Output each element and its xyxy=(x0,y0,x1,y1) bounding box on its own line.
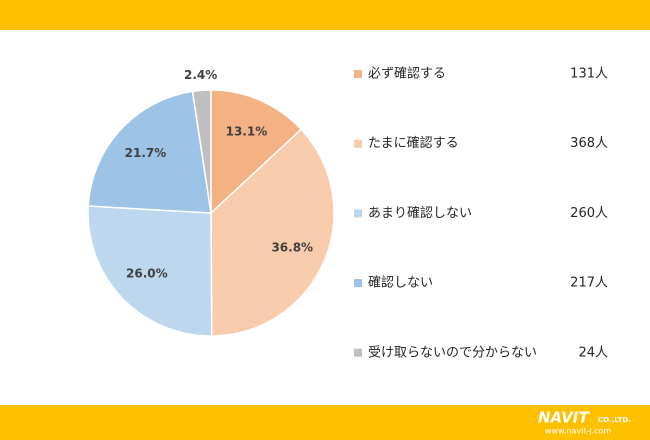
logo-box xyxy=(528,409,646,437)
legend-label: たまに確認する xyxy=(368,135,459,151)
data-label: 21.7% xyxy=(125,146,167,160)
legend-label: 受け取らないので分からない xyxy=(368,345,537,360)
legend-swatch xyxy=(354,279,362,288)
logo-suffix: CO.,LTD. xyxy=(598,416,631,424)
legend-label: あまり確認しない xyxy=(368,205,472,221)
pie-slice xyxy=(87,90,212,214)
legend-swatch xyxy=(354,209,362,218)
count-label: 260人 xyxy=(570,206,608,221)
pie-slice xyxy=(87,205,213,337)
legend-swatch xyxy=(354,139,362,148)
data-label: 13.1% xyxy=(226,124,268,138)
data-label: 36.8% xyxy=(271,241,313,255)
data-label: 2.4% xyxy=(184,68,217,82)
pie-slice xyxy=(210,89,303,215)
legend-label: 確認しない xyxy=(368,275,433,291)
logo-name: NAVIT xyxy=(538,409,590,427)
count-label: 368人 xyxy=(570,136,608,151)
count-label: 217人 xyxy=(570,276,608,291)
pie-slice xyxy=(210,128,335,337)
legend-swatch xyxy=(354,348,362,357)
count-label: 131人 xyxy=(570,67,608,82)
legend-swatch xyxy=(354,70,362,78)
top-band xyxy=(0,0,650,30)
data-label: 26.0% xyxy=(126,267,168,281)
logo-url: www.navit-j.com xyxy=(545,427,611,436)
count-label: 24人 xyxy=(578,345,608,360)
legend-label: 必ず確認する xyxy=(368,66,446,82)
pie-slice xyxy=(191,89,212,214)
